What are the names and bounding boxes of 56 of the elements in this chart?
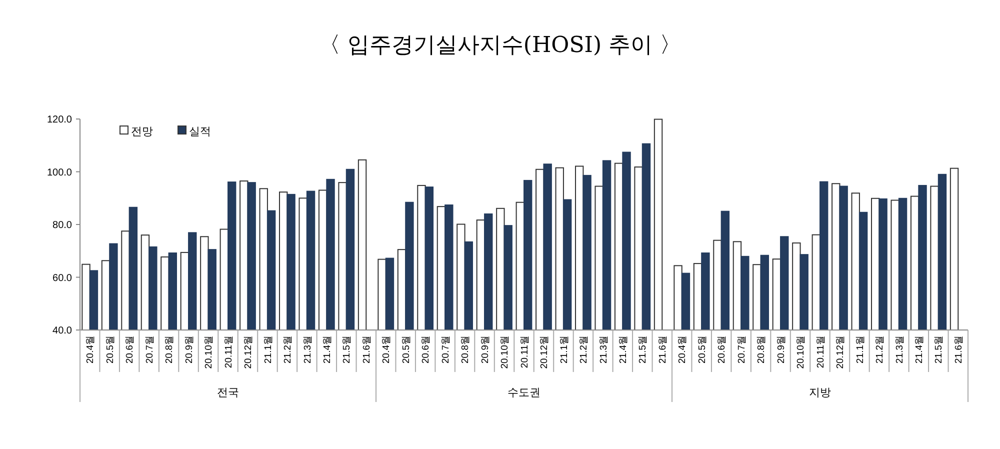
x-tick-label: 20.8월 — [164, 335, 176, 364]
y-tick-label: 40.0 — [52, 326, 72, 336]
x-tick-label: 21.2월 — [874, 335, 886, 364]
legend-label: 전망 — [131, 126, 153, 138]
x-tick-label: 21.6월 — [953, 335, 964, 364]
x-tick-label: 20.4월 — [677, 335, 688, 364]
chart-title: 〈 입주경기실사지수(HOSI) 추이 〉 — [318, 33, 682, 58]
x-tick-label: 21.5월 — [934, 335, 945, 364]
x-tick-label: 21.1월 — [558, 335, 570, 364]
x-tick-label: 20.12월 — [539, 335, 550, 369]
x-tick-label: 20.10월 — [500, 335, 511, 369]
x-tick-label: 21.1월 — [854, 335, 866, 364]
x-tick-label: 21.3월 — [894, 335, 906, 364]
x-tick-label: 21.2월 — [578, 335, 590, 364]
x-tick-label: 21.6월 — [657, 335, 668, 364]
x-tick-label: 21.4월 — [322, 335, 333, 364]
x-tick-label: 20.8월 — [460, 335, 472, 364]
x-tick-label: 20.11월 — [815, 335, 826, 368]
x-tick-label: 20.4월 — [381, 335, 392, 364]
x-tick-label: 20.11월 — [519, 335, 530, 368]
x-tick-label: 20.10월 — [796, 335, 807, 369]
x-tick-label: 20.8월 — [756, 335, 768, 364]
x-tick-label: 20.6월 — [420, 335, 432, 364]
text: 수도권 — [508, 387, 540, 399]
x-tick-label: 20.7월 — [736, 335, 748, 364]
x-tick-label: 21.2월 — [282, 335, 294, 364]
x-tick-label: 20.5월 — [104, 335, 116, 364]
y-tick-label: 60.0 — [52, 272, 72, 284]
x-tick-label: 20.4월 — [85, 335, 96, 364]
x-tick-label: 20.6월 — [716, 335, 728, 364]
x-tick-label: 21.5월 — [638, 335, 649, 364]
x-tick-label: 21.5월 — [342, 335, 353, 364]
x-tick-label: 20.9월 — [184, 335, 195, 364]
x-tick-label: 21.6월 — [361, 335, 372, 364]
x-tick-label: 20.12월 — [243, 335, 254, 369]
legend-label: 실적 — [189, 126, 211, 138]
text: 지방 — [809, 387, 831, 399]
x-tick-label: 20.7월 — [440, 335, 452, 364]
x-tick-label: 21.4월 — [914, 335, 925, 364]
x-tick-label: 20.10월 — [204, 335, 215, 369]
x-tick-label: 20.5월 — [696, 335, 708, 364]
x-tick-label: 21.1월 — [262, 335, 274, 364]
x-tick-label: 20.12월 — [835, 335, 846, 369]
x-tick-label: 20.6월 — [124, 335, 136, 364]
x-tick-label: 20.9월 — [776, 335, 787, 364]
text: 전국 — [217, 387, 239, 399]
x-tick-label: 20.7월 — [144, 335, 156, 364]
x-tick-label: 21.3월 — [598, 335, 610, 364]
x-tick-label: 20.9월 — [480, 335, 491, 364]
x-tick-label: 21.4월 — [618, 335, 629, 364]
x-tick-label: 20.11월 — [223, 335, 234, 368]
x-tick-label: 21.3월 — [302, 335, 314, 364]
y-tick-label: 100.0 — [46, 167, 72, 178]
x-tick-label: 20.5월 — [400, 335, 412, 364]
y-tick-label: 80.0 — [52, 220, 72, 231]
y-tick-label: 120.0 — [46, 114, 72, 126]
